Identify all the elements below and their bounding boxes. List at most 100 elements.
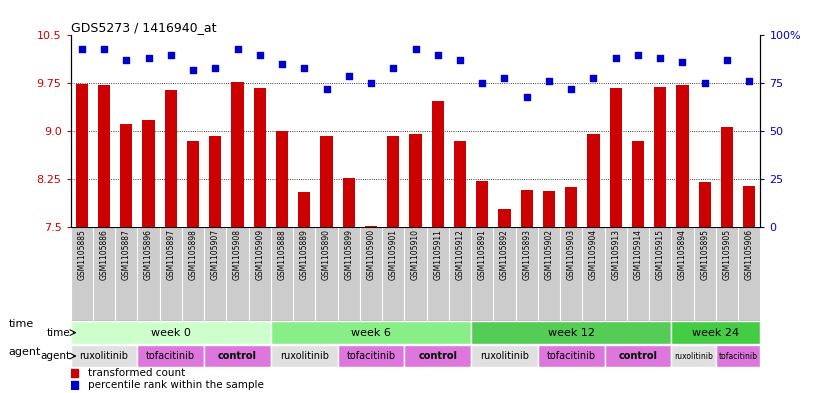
- Bar: [165, 90, 177, 227]
- Text: control: control: [418, 351, 457, 361]
- Bar: [71, 345, 137, 367]
- Bar: [610, 88, 622, 227]
- Text: GSM1105910: GSM1105910: [411, 229, 420, 280]
- Text: GSM1105905: GSM1105905: [722, 229, 731, 280]
- Point: [120, 57, 133, 63]
- Bar: [654, 87, 666, 227]
- Point: [698, 80, 711, 86]
- Text: GSM1105911: GSM1105911: [433, 229, 442, 280]
- Bar: [521, 190, 533, 227]
- Bar: [431, 101, 444, 227]
- Bar: [454, 141, 466, 227]
- Bar: [120, 123, 132, 227]
- Point: [498, 74, 511, 81]
- Bar: [543, 191, 555, 227]
- Text: GSM1105907: GSM1105907: [211, 229, 219, 280]
- Point: [409, 46, 422, 52]
- Text: GSM1105901: GSM1105901: [389, 229, 398, 280]
- Text: GSM1105900: GSM1105900: [366, 229, 376, 280]
- Text: week 12: week 12: [548, 328, 595, 338]
- Bar: [321, 136, 332, 227]
- Bar: [298, 192, 310, 227]
- Point: [475, 80, 489, 86]
- Bar: [271, 345, 337, 367]
- Text: time: time: [47, 328, 71, 338]
- Text: ruxolitinib: ruxolitinib: [480, 351, 529, 361]
- Text: transformed count: transformed count: [88, 368, 185, 378]
- Point: [142, 55, 155, 62]
- Bar: [632, 141, 644, 227]
- Text: GSM1105899: GSM1105899: [344, 229, 353, 280]
- Text: GSM1105904: GSM1105904: [589, 229, 598, 280]
- Text: GSM1105885: GSM1105885: [77, 229, 86, 280]
- Bar: [471, 321, 671, 344]
- Text: GSM1105886: GSM1105886: [100, 229, 109, 280]
- Point: [454, 57, 467, 63]
- Text: GSM1105915: GSM1105915: [656, 229, 665, 280]
- Text: GSM1105909: GSM1105909: [255, 229, 264, 280]
- Bar: [499, 209, 510, 227]
- Text: tofacitinib: tofacitinib: [347, 351, 396, 361]
- Bar: [405, 345, 471, 367]
- Text: agent: agent: [8, 347, 41, 357]
- Text: GSM1105902: GSM1105902: [544, 229, 553, 280]
- Point: [431, 51, 445, 58]
- Text: GSM1105891: GSM1105891: [478, 229, 487, 280]
- Point: [654, 55, 667, 62]
- Bar: [142, 120, 155, 227]
- Point: [320, 86, 333, 92]
- Point: [564, 86, 578, 92]
- Text: GSM1105898: GSM1105898: [189, 229, 198, 280]
- Bar: [276, 131, 288, 227]
- Text: GSM1105888: GSM1105888: [278, 229, 287, 280]
- Text: ruxolitinib: ruxolitinib: [280, 351, 329, 361]
- Bar: [187, 141, 199, 227]
- Point: [297, 65, 311, 71]
- Bar: [410, 134, 421, 227]
- Bar: [231, 82, 243, 227]
- Text: GSM1105914: GSM1105914: [633, 229, 642, 280]
- Bar: [271, 321, 471, 344]
- Text: ruxolitinib: ruxolitinib: [80, 351, 129, 361]
- Point: [543, 78, 556, 84]
- Text: GSM1105894: GSM1105894: [678, 229, 687, 280]
- Text: GSM1105893: GSM1105893: [522, 229, 531, 280]
- Text: GSM1105887: GSM1105887: [122, 229, 130, 280]
- Bar: [76, 84, 88, 227]
- Point: [231, 46, 244, 52]
- Bar: [538, 345, 605, 367]
- Text: tofacitinib: tofacitinib: [547, 351, 596, 361]
- Text: GSM1105889: GSM1105889: [300, 229, 309, 280]
- Text: tofacitinib: tofacitinib: [719, 352, 758, 360]
- Point: [275, 61, 288, 67]
- Point: [632, 51, 645, 58]
- Text: GSM1105913: GSM1105913: [612, 229, 620, 280]
- Text: agent: agent: [41, 351, 71, 361]
- Text: GSM1105912: GSM1105912: [455, 229, 465, 280]
- Point: [520, 94, 534, 100]
- Bar: [98, 84, 111, 227]
- Bar: [588, 134, 600, 227]
- Text: GSM1105895: GSM1105895: [701, 229, 709, 280]
- Point: [743, 78, 756, 84]
- Text: GSM1105890: GSM1105890: [322, 229, 331, 280]
- Point: [75, 46, 88, 52]
- Bar: [342, 178, 355, 227]
- Text: week 0: week 0: [150, 328, 190, 338]
- Text: GSM1105897: GSM1105897: [166, 229, 175, 280]
- Point: [97, 46, 111, 52]
- Bar: [471, 345, 538, 367]
- Bar: [209, 136, 221, 227]
- Bar: [565, 187, 578, 227]
- Bar: [204, 345, 271, 367]
- Bar: [605, 345, 671, 367]
- Point: [386, 65, 400, 71]
- Text: GSM1105892: GSM1105892: [500, 229, 509, 280]
- Bar: [671, 321, 760, 344]
- Text: week 24: week 24: [692, 328, 740, 338]
- Point: [720, 57, 734, 63]
- Bar: [137, 345, 204, 367]
- Text: time: time: [8, 319, 33, 329]
- Point: [609, 55, 622, 62]
- Text: percentile rank within the sample: percentile rank within the sample: [88, 380, 263, 390]
